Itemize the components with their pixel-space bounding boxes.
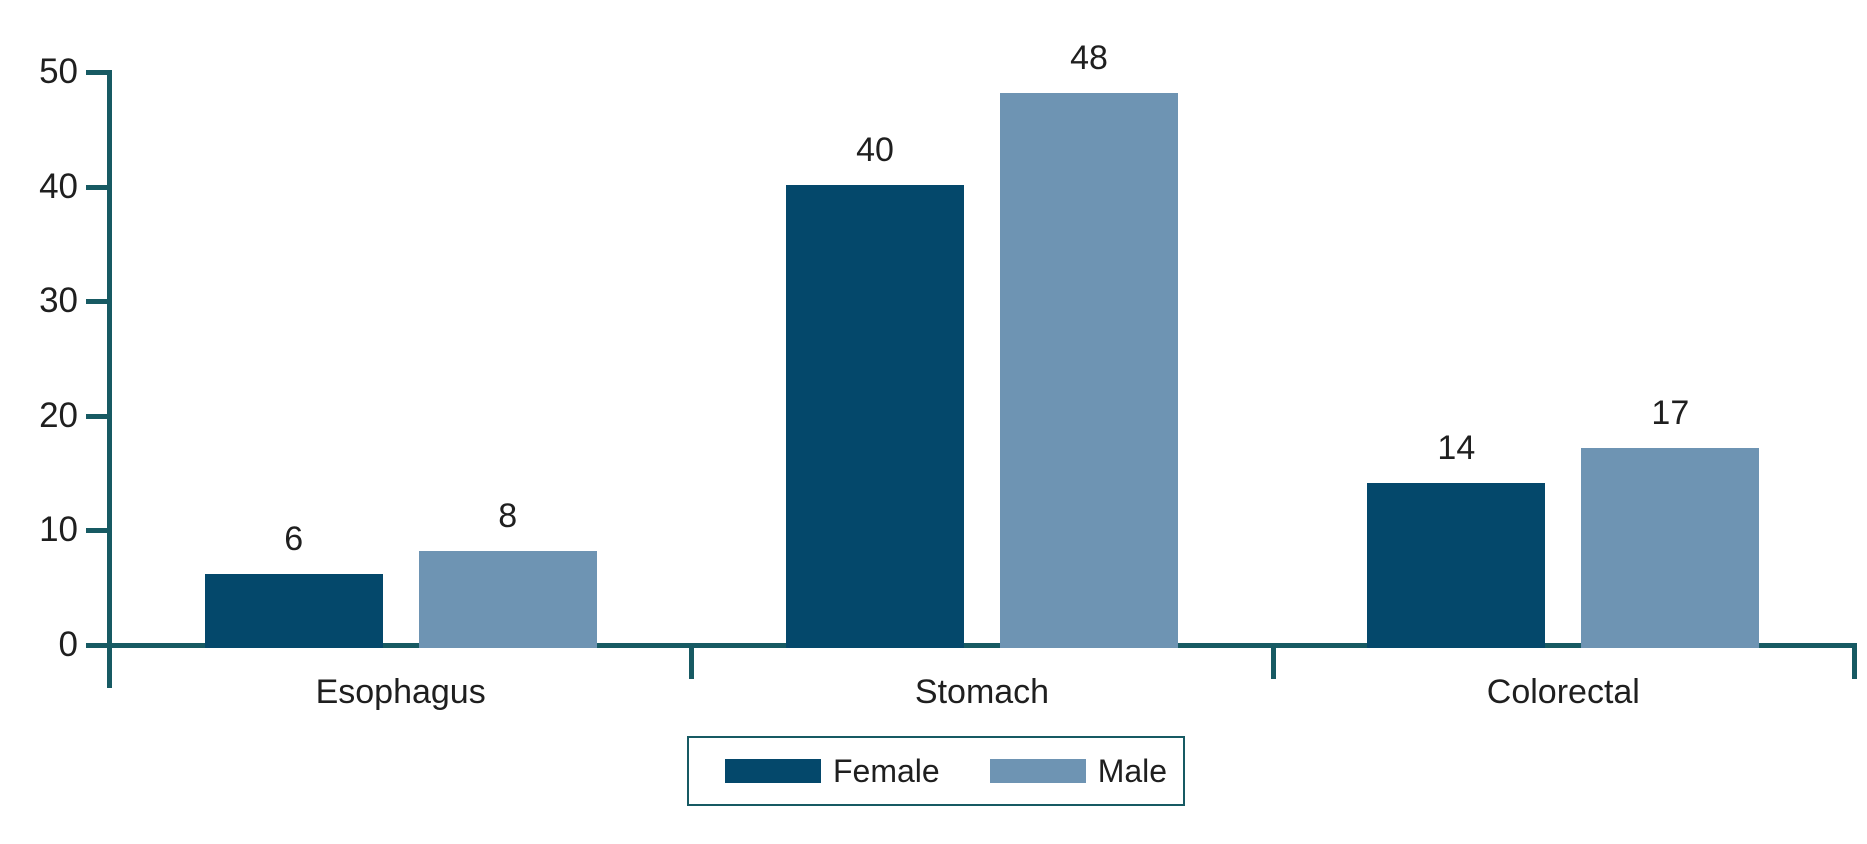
y-tick-label: 10: [39, 510, 78, 550]
y-axis-tick: [86, 184, 107, 190]
x-axis-line: [86, 643, 1857, 648]
bar-value-label-female-colorectal: 14: [1437, 428, 1476, 467]
bar-female-esophagus: [204, 574, 383, 648]
bar-value-label-male-colorectal: 17: [1651, 394, 1690, 433]
legend-swatch-male: [989, 759, 1086, 783]
bar-value-label-female-stomach: 40: [856, 130, 894, 169]
legend-item-male: Male: [989, 752, 1168, 790]
x-axis-boundary-tick: [1852, 643, 1857, 679]
y-tick-label: 20: [39, 395, 78, 435]
y-axis-tick: [86, 70, 107, 75]
y-tick-label: 40: [39, 166, 78, 206]
category-label-stomach: Stomach: [914, 673, 1050, 711]
bar-male-stomach: [1000, 92, 1178, 648]
category-label-colorectal: Colorectal: [1486, 673, 1640, 711]
legend-item-female: Female: [725, 753, 940, 790]
bar-male-esophagus: [418, 551, 597, 648]
legend: Female Male: [687, 736, 1185, 806]
bar-male-colorectal: [1581, 448, 1760, 648]
y-axis-tick: [86, 413, 107, 419]
bar-value-label-male-esophagus: 8: [498, 497, 518, 536]
bar-female-stomach: [786, 184, 964, 648]
y-tick-label: 0: [58, 625, 78, 664]
x-axis-boundary-tick: [689, 643, 695, 679]
x-axis-boundary-tick: [1270, 643, 1276, 679]
bar-female-colorectal: [1367, 482, 1546, 648]
y-tick-label: 30: [39, 281, 78, 321]
legend-label-female: Female: [833, 752, 940, 789]
bar-value-label-female-esophagus: 6: [284, 520, 304, 559]
y-axis-tick: [86, 299, 107, 305]
y-tick-label: 50: [39, 52, 78, 91]
legend-swatch-female: [725, 759, 821, 783]
legend-label-male: Male: [1097, 752, 1168, 789]
y-axis-line: [107, 70, 112, 688]
category-label-esophagus: Esophagus: [315, 673, 486, 711]
y-axis-tick: [86, 528, 107, 534]
bar-value-label-male-stomach: 48: [1070, 38, 1108, 77]
